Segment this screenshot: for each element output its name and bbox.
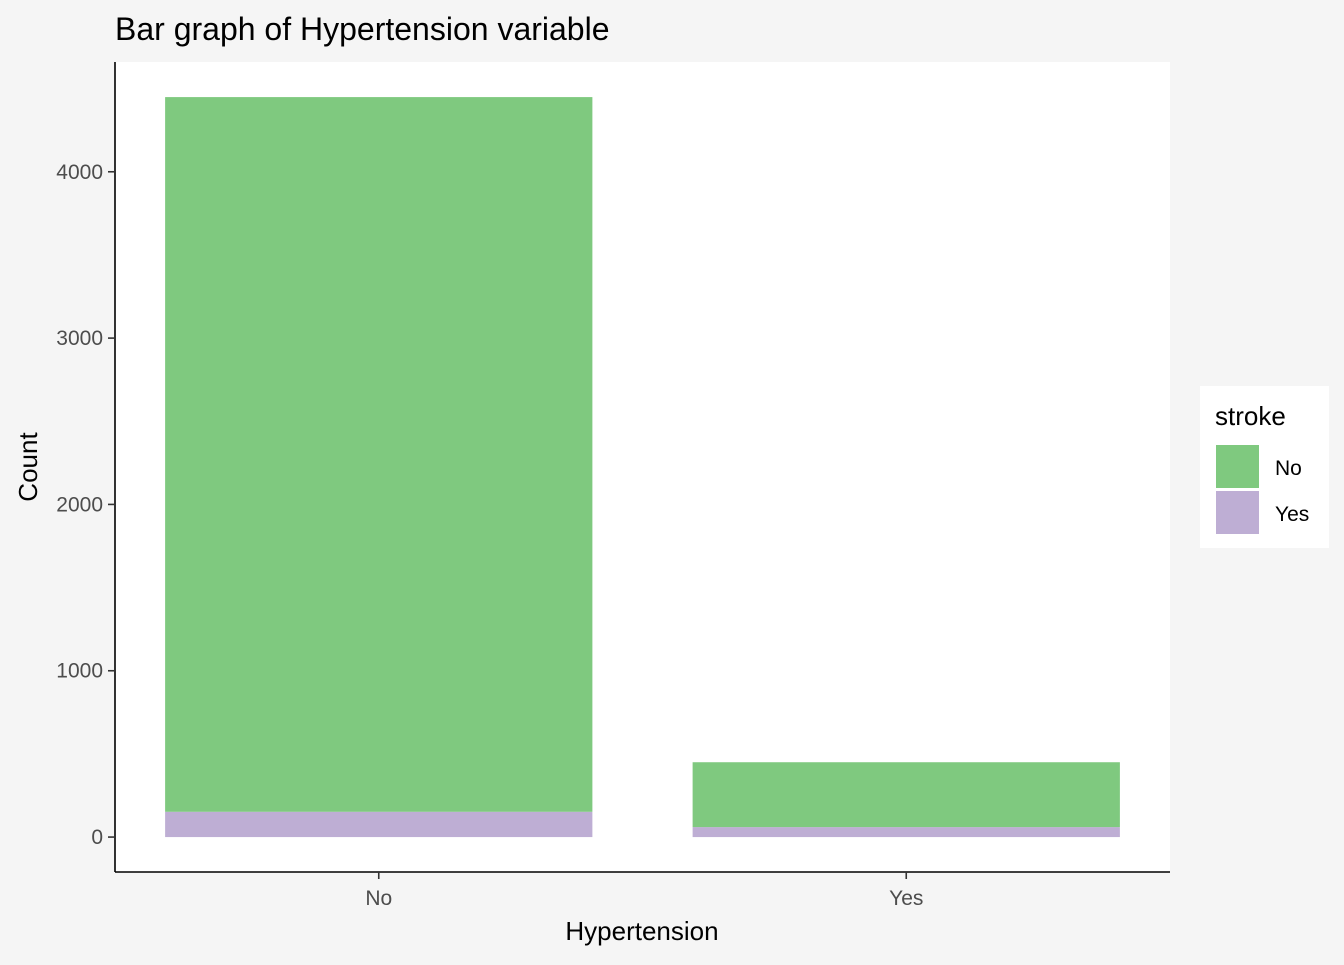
legend-key-yes	[1216, 491, 1259, 534]
y-ticks: 0 1000 2000 3000 4000	[56, 161, 115, 849]
legend-label-no: No	[1275, 457, 1302, 480]
y-tick-label: 3000	[56, 327, 103, 350]
bar-no-stroke-yes	[165, 811, 593, 838]
x-tick-label: Yes	[889, 887, 923, 910]
x-axis-title: Hypertension	[565, 916, 718, 946]
x-ticks: No Yes	[365, 872, 923, 910]
legend-label-yes: Yes	[1275, 503, 1309, 526]
x-tick-label: No	[365, 887, 392, 910]
legend-entries: No Yes	[1216, 445, 1309, 534]
bars-layer	[165, 97, 1120, 838]
bar-yes-stroke-no	[692, 762, 1120, 828]
legend: stroke No Yes	[1200, 386, 1329, 548]
legend-title: stroke	[1215, 401, 1286, 431]
bar-yes-stroke-yes	[692, 827, 1120, 838]
y-tick-label: 1000	[56, 660, 103, 683]
y-tick-label: 2000	[56, 493, 103, 516]
chart-title: Bar graph of Hypertension variable	[115, 11, 610, 47]
bar-no-stroke-no	[165, 97, 593, 812]
y-tick-label: 0	[91, 826, 103, 849]
legend-key-no	[1216, 445, 1259, 488]
y-tick-label: 4000	[56, 161, 103, 184]
y-axis-title: Count	[13, 432, 43, 502]
